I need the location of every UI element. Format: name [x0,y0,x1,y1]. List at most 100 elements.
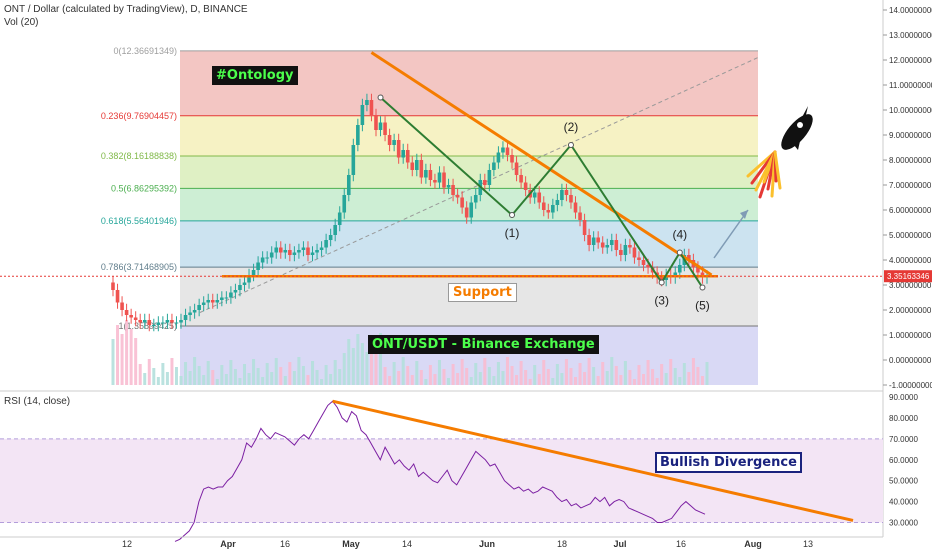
candle-body [596,237,600,243]
candle-body [210,300,215,303]
candle-body [505,147,510,155]
candle-body [623,245,628,255]
price-axis-label: 0.00000000 [889,356,932,365]
candle-body [224,297,229,299]
volume-bar [578,363,582,385]
candle-body [632,247,637,258]
volume-bar [619,375,623,385]
volume-bar [442,369,446,385]
price-axis-label: 9.00000000 [889,131,932,140]
candle-body [587,235,591,245]
candle-body [346,175,351,195]
candle-body [120,302,124,310]
volume-bar [197,366,201,385]
candle-body [115,290,120,303]
candle-body [469,202,474,218]
volume-bar [338,369,342,385]
volume-bar [669,359,673,385]
price-axis-label: 6.00000000 [889,206,932,215]
volume-bar [596,376,600,385]
candle-body [142,320,147,323]
volume-bar [537,374,541,385]
volume-bar [379,333,383,385]
projection-arrowhead [740,210,748,219]
rocket-icon [781,114,813,150]
price-axis-label: 10.00000000 [889,106,932,115]
wave-label: (1) [505,226,520,240]
volume-bar [632,379,636,385]
volume-bar [265,363,269,385]
volume-bar [406,366,410,385]
volume-bar [211,370,215,385]
volume-bar [465,368,469,385]
candle-body [342,195,347,213]
volume-bar [356,334,360,385]
volume-bar [351,348,355,385]
volume-bar [428,365,432,385]
volume-bar [510,366,514,385]
candle-body [405,150,410,163]
fib-trend-line [199,57,759,313]
rsi-axis-label: 80.0000 [889,414,918,423]
candle-body [161,322,165,324]
rocket-flame [773,150,782,190]
volume-bar [215,379,219,385]
time-axis-label: 16 [280,539,290,549]
volume-bar [614,366,618,385]
candle-body [628,245,632,248]
volume-bar [311,361,315,385]
time-axis-label: 13 [803,539,813,549]
time-axis-label: 14 [402,539,412,549]
volume-bar [179,376,183,385]
volume-bar [496,362,500,385]
wave-label: (5) [695,299,710,313]
candle-body [215,300,220,303]
candle-body [319,247,324,250]
candle-body [183,315,188,320]
fib-band [180,155,758,189]
volume-bar [292,371,296,385]
candle-body [487,170,492,185]
volume-bar [655,378,659,385]
volume-bar [456,373,460,385]
volume-bar [505,357,509,385]
candle-body [392,140,396,145]
volume-bar [410,375,414,385]
rsi-axis-label: 70.0000 [889,435,918,444]
volume-bar [569,368,573,385]
volume-bar [329,374,333,385]
candle-body [256,262,260,270]
volume-bar [660,364,664,385]
volume-bar [524,370,528,385]
volume-bar [315,370,319,385]
volume-bar [678,377,682,385]
candle-body [428,170,433,180]
candle-body [437,172,442,183]
time-axis-label: Apr [220,539,236,549]
volume-bar [188,371,192,385]
candle-body [288,250,292,255]
candle-body [233,290,238,293]
candle-body [483,180,487,185]
rsi-line [174,400,706,542]
volume-bar [646,360,650,385]
candle-body [247,275,251,283]
volume-bar [583,372,587,385]
volume-bar [605,371,609,385]
candle-body [641,260,646,265]
candle-body [133,317,138,320]
candle-body [324,240,328,248]
volume-bar [388,376,392,385]
candle-body [124,310,129,315]
volume-bar [270,372,274,385]
volume-bar [533,365,537,385]
volume-bar [451,364,455,385]
candle-body [111,282,115,290]
ontology-tag: #Ontology [212,66,298,85]
candle-body [310,252,315,255]
volume-bar [392,362,396,385]
volume-bar [682,363,686,385]
fib-level-label: 0.382(8.16188838) [101,151,177,161]
candle-body [369,100,374,115]
volume-bar [623,361,627,385]
